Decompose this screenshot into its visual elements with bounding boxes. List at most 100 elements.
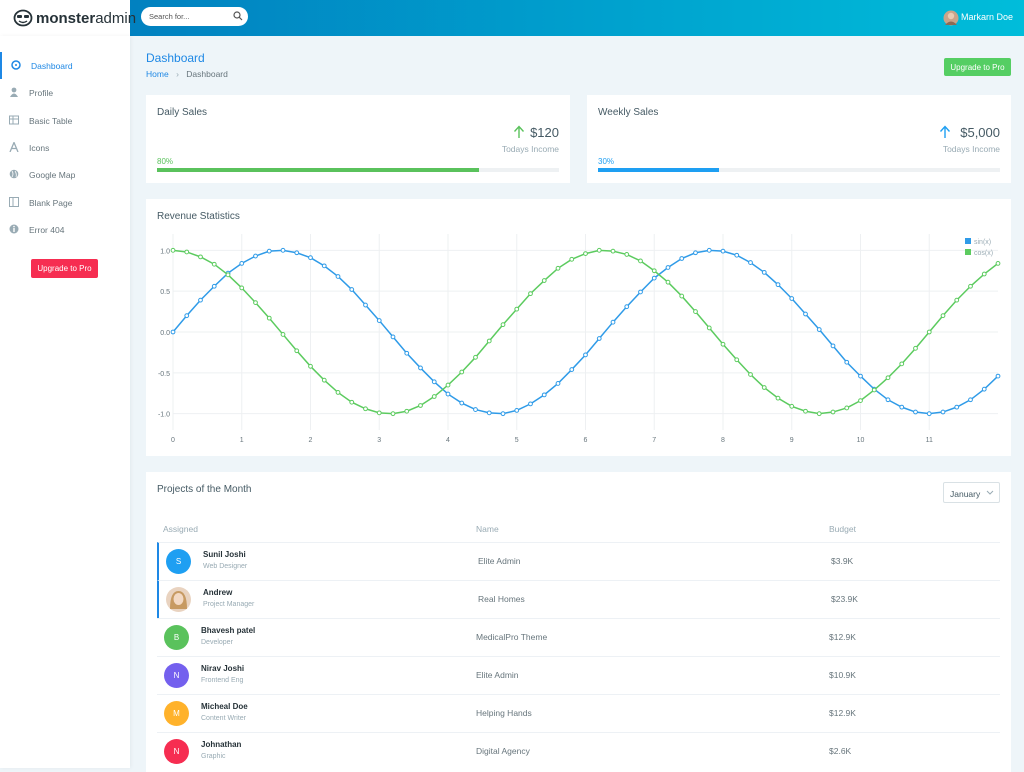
menu-item[interactable]: Error 404 — [0, 216, 130, 243]
user-avatar[interactable] — [943, 10, 959, 26]
data-point — [514, 408, 520, 413]
chart: 1.0 0.5 0.0 -0.5 -1.0 0 1 2 3 4 5 6 7 8 9 10 11 sin(x) cos… — [158, 234, 1001, 444]
search-box[interactable]: Search for... — [141, 7, 248, 26]
x-tick-label: 1 — [240, 437, 244, 444]
y-tick-label: 0.5 — [160, 289, 170, 296]
data-point — [638, 289, 643, 295]
menu-label: Error 404 — [29, 224, 65, 235]
y-tick-label: -0.5 — [158, 371, 170, 378]
data-point — [940, 313, 946, 319]
data-point — [816, 327, 822, 332]
progress-bar — [157, 168, 479, 172]
data-point — [816, 411, 822, 417]
person-role: Web Designer — [203, 563, 248, 570]
person-role: Project Manager — [203, 601, 255, 608]
sidebar-upgrade-button[interactable]: Upgrade to Pro — [31, 259, 98, 278]
menu-item[interactable]: Google Map — [0, 161, 130, 188]
sidebar: Dashboard Profile Basic Table Icons Google M… — [0, 36, 130, 768]
table-row: Andrew Project Manager Real Homes $23.9K — [157, 580, 1000, 618]
menu-label: Icons — [29, 142, 50, 153]
stat-amount: $120 — [530, 125, 559, 140]
data-point — [940, 409, 946, 415]
menu-icon — [10, 87, 18, 98]
user-name[interactable]: Markarn Doe — [961, 12, 1014, 22]
data-point — [899, 361, 905, 367]
stat-caption: Todays Income — [501, 144, 559, 154]
avatar: M — [164, 701, 189, 726]
data-point — [363, 302, 368, 308]
person-name: Johnathan — [201, 740, 242, 749]
select-caret — [986, 490, 994, 495]
avatar-photo — [166, 587, 191, 612]
data-point — [803, 408, 808, 414]
data-point — [473, 407, 478, 412]
header-upgrade-button[interactable]: Upgrade to Pro — [944, 58, 1011, 76]
data-point — [583, 251, 588, 256]
menu-label: Blank Page — [29, 197, 73, 208]
menu-item[interactable]: Basic Table — [0, 107, 130, 134]
stat-caption: Todays Income — [942, 144, 1000, 154]
stat-amount: $5,000 — [960, 125, 1000, 140]
brand[interactable]: monsteradmin — [0, 0, 136, 36]
data-point — [734, 252, 740, 258]
data-point — [280, 332, 286, 337]
data-point — [184, 313, 190, 319]
menu-icon — [9, 196, 19, 207]
project-name: Helping Hands — [476, 708, 532, 718]
menu-item[interactable]: Dashboard — [0, 52, 130, 79]
avatar: S — [166, 549, 191, 574]
trend-arrow — [513, 125, 525, 138]
data-point — [610, 319, 616, 325]
data-point — [858, 398, 863, 404]
data-point — [528, 401, 533, 407]
data-point — [431, 394, 437, 399]
data-point — [459, 400, 465, 406]
progress-bar — [598, 168, 719, 172]
data-point — [789, 296, 795, 301]
legend-swatch — [965, 238, 971, 244]
table-row: S Sunil Joshi Web Designer Elite Admin $3.9K — [157, 542, 1000, 580]
month-select-value: January — [950, 489, 981, 499]
data-point — [885, 397, 891, 403]
menu-item[interactable]: Icons — [0, 134, 130, 161]
legend-swatch — [965, 249, 971, 255]
data-point — [624, 304, 630, 310]
person-role: Content Writer — [201, 715, 246, 722]
project-budget: $2.6K — [829, 746, 852, 756]
x-tick-label: 3 — [377, 437, 381, 444]
data-point — [253, 253, 258, 259]
data-point — [486, 410, 492, 416]
column-header: Budget — [829, 524, 856, 534]
project-budget: $10.9K — [829, 670, 856, 680]
data-point — [184, 249, 190, 255]
stat-title: Weekly Sales — [598, 107, 659, 118]
data-point — [734, 357, 740, 363]
data-point — [706, 247, 712, 253]
data-point — [665, 265, 671, 270]
data-point — [651, 275, 657, 281]
data-point — [294, 348, 300, 354]
progress-label: 80% — [157, 157, 174, 166]
data-point — [665, 279, 671, 285]
person-name: Andrew — [203, 588, 233, 597]
project-budget: $12.9K — [829, 708, 856, 718]
data-point — [486, 338, 492, 344]
page-title: Dashboard — [146, 51, 205, 65]
data-point — [390, 411, 396, 417]
data-point — [651, 268, 657, 274]
brand-bold: monster — [36, 10, 96, 27]
avatar: N — [164, 663, 189, 688]
menu-item[interactable]: Blank Page — [0, 189, 130, 216]
data-point — [954, 404, 960, 410]
data-point — [995, 261, 1001, 266]
data-point — [239, 285, 245, 291]
progress-label: 30% — [598, 157, 615, 166]
person-role: Graphic — [201, 753, 226, 760]
data-point — [541, 392, 547, 398]
breadcrumb-link[interactable]: Home — [146, 69, 169, 79]
data-point — [981, 271, 987, 277]
month-select[interactable]: January — [943, 482, 1000, 503]
project-name: Digital Agency — [476, 746, 530, 756]
menu-item[interactable]: Profile — [0, 79, 130, 106]
